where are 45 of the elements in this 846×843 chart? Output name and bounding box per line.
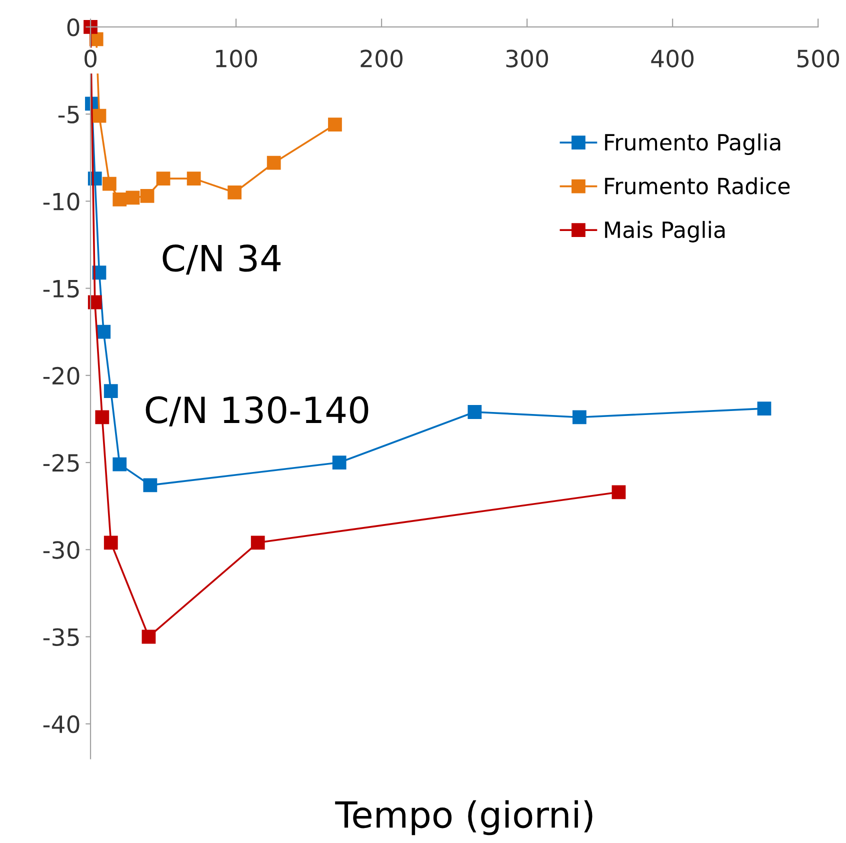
legend-label: Mais Paglia [605, 220, 725, 242]
annotation: C/N 34 [162, 244, 281, 275]
x-tick-label: 300 [506, 50, 548, 68]
x-tick-label: 0 [84, 50, 96, 68]
x-tick-label: 400 [651, 50, 694, 68]
y-tick-label: -15 [43, 280, 79, 298]
x-tick-label: 100 [216, 50, 257, 68]
point [332, 456, 346, 470]
y-tick-label: -25 [43, 454, 79, 472]
point [104, 384, 118, 398]
point [88, 295, 102, 310]
y-tick-label: -35 [43, 628, 79, 646]
x-axis-title: Tempo (giorni) [335, 800, 592, 836]
point [102, 176, 116, 191]
y-tick-label: -5 [58, 106, 79, 124]
point [112, 457, 127, 472]
legend-label: Frumento Radice [605, 177, 790, 194]
point [92, 108, 106, 123]
point [142, 630, 156, 644]
point [143, 478, 158, 492]
y-tick-label: -20 [43, 366, 80, 385]
point [572, 410, 586, 424]
y-tick-label: -10 [43, 192, 80, 210]
point [266, 156, 281, 170]
point [140, 189, 154, 203]
legend-label: Frumento Paglia [605, 133, 780, 155]
y-tick-label: -30 [43, 541, 80, 559]
y-tick-label: -40 [43, 715, 80, 734]
point [126, 190, 140, 205]
point [757, 402, 772, 416]
annotation: C/N 130-140 [146, 396, 368, 426]
point [112, 192, 127, 206]
point [186, 172, 201, 186]
point [96, 324, 111, 339]
point [328, 118, 342, 132]
point [95, 410, 110, 424]
point [228, 186, 242, 200]
point [156, 172, 170, 186]
x-tick-label: 500 [797, 50, 840, 68]
point [612, 485, 626, 500]
point [468, 405, 482, 419]
x-tick-label: 200 [360, 50, 403, 68]
point [104, 536, 118, 550]
y-tick-label: 0 [67, 18, 80, 36]
point [250, 536, 265, 550]
